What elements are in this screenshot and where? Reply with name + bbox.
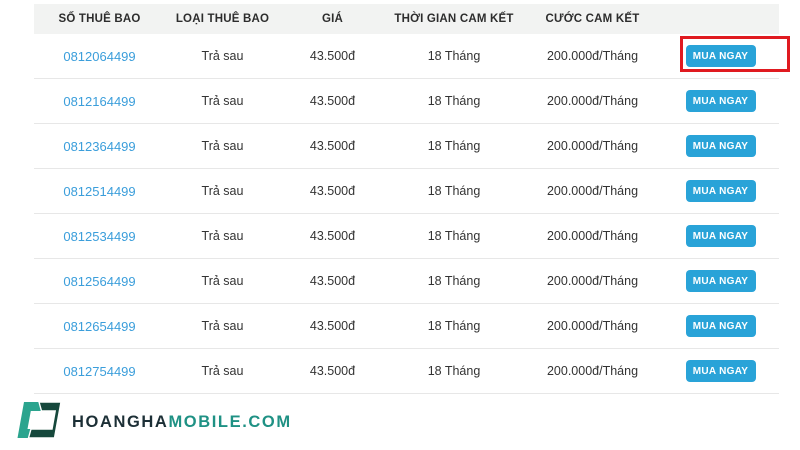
table-header-row: SỐ THUÊ BAO LOẠI THUÊ BAO GIÁ THỜI GIAN …	[34, 4, 779, 34]
price-value: 43.500đ	[309, 49, 356, 63]
subscription-type: Trả sau	[201, 184, 244, 198]
price-value: 43.500đ	[309, 184, 356, 198]
commit-duration: 18 Tháng	[427, 274, 481, 288]
phone-number-link[interactable]: 0812164499	[63, 93, 136, 109]
buy-now-button[interactable]: MUA NGAY	[685, 315, 756, 337]
logo-wordmark: HOANGHAMOBILE.COM	[72, 413, 292, 432]
commit-fee: 200.000đ/Tháng	[546, 274, 639, 288]
table-row: 0812514499 Trả sau 43.500đ 18 Tháng 200.…	[34, 169, 779, 214]
header-so-thue-bao: SỐ THUÊ BAO	[58, 13, 141, 25]
commit-fee: 200.000đ/Tháng	[546, 364, 639, 378]
price-value: 43.500đ	[309, 139, 356, 153]
price-value: 43.500đ	[309, 229, 356, 243]
phone-number-link[interactable]: 0812064499	[63, 48, 136, 64]
subscription-type: Trả sau	[201, 49, 244, 63]
commit-duration: 18 Tháng	[427, 184, 481, 198]
commit-fee: 200.000đ/Tháng	[546, 139, 639, 153]
buy-now-button[interactable]: MUA NGAY	[685, 90, 756, 112]
phone-number-link[interactable]: 0812534499	[63, 228, 136, 244]
price-value: 43.500đ	[309, 319, 356, 333]
subscription-type: Trả sau	[201, 364, 244, 378]
subscription-type: Trả sau	[201, 274, 244, 288]
subscription-type: Trả sau	[201, 139, 244, 153]
header-cuoc-cam-ket: CƯỚC CAM KẾT	[545, 13, 640, 25]
header-thoi-gian-cam-ket: THỜI GIAN CAM KẾT	[394, 13, 514, 25]
hoangha-logo-icon	[11, 400, 63, 445]
commit-duration: 18 Tháng	[427, 49, 481, 63]
logo-text-mobile-com: MOBILE.COM	[168, 413, 292, 431]
buy-now-button[interactable]: MUA NGAY	[685, 45, 756, 67]
phone-number-link[interactable]: 0812514499	[63, 183, 136, 199]
price-value: 43.500đ	[309, 364, 356, 378]
commit-fee: 200.000đ/Tháng	[546, 94, 639, 108]
phone-number-link[interactable]: 0812754499	[63, 363, 136, 379]
price-value: 43.500đ	[309, 94, 356, 108]
subscription-type: Trả sau	[201, 319, 244, 333]
buy-now-button[interactable]: MUA NGAY	[685, 135, 756, 157]
commit-duration: 18 Tháng	[427, 319, 481, 333]
commit-duration: 18 Tháng	[427, 94, 481, 108]
phone-number-link[interactable]: 0812364499	[63, 138, 136, 154]
sim-number-table: SỐ THUÊ BAO LOẠI THUÊ BAO GIÁ THỜI GIAN …	[34, 4, 790, 394]
table-row: 0812754499 Trả sau 43.500đ 18 Tháng 200.…	[34, 349, 779, 394]
table-row: 0812064499 Trả sau 43.500đ 18 Tháng 200.…	[34, 34, 790, 79]
hoanghamobile-logo[interactable]: HOANGHAMOBILE.COM	[11, 400, 292, 445]
commit-duration: 18 Tháng	[427, 364, 481, 378]
header-loai-thue-bao: LOẠI THUÊ BAO	[175, 13, 270, 25]
buy-now-button[interactable]: MUA NGAY	[685, 225, 756, 247]
table-row: 0812364499 Trả sau 43.500đ 18 Tháng 200.…	[34, 124, 779, 169]
table-row: 0812534499 Trả sau 43.500đ 18 Tháng 200.…	[34, 214, 779, 259]
commit-duration: 18 Tháng	[427, 139, 481, 153]
price-value: 43.500đ	[309, 274, 356, 288]
subscription-type: Trả sau	[201, 94, 244, 108]
buy-now-button[interactable]: MUA NGAY	[685, 180, 756, 202]
header-gia: GIÁ	[321, 13, 344, 25]
table-body: 0812064499 Trả sau 43.500đ 18 Tháng 200.…	[34, 34, 790, 394]
phone-number-link[interactable]: 0812654499	[63, 318, 136, 334]
commit-fee: 200.000đ/Tháng	[546, 319, 639, 333]
subscription-type: Trả sau	[201, 229, 244, 243]
phone-number-link[interactable]: 0812564499	[63, 273, 136, 289]
logo-text-hoangha: HOANGHA	[72, 413, 169, 431]
table-row: 0812564499 Trả sau 43.500đ 18 Tháng 200.…	[34, 259, 779, 304]
buy-now-button[interactable]: MUA NGAY	[685, 270, 756, 292]
commit-fee: 200.000đ/Tháng	[546, 49, 639, 63]
commit-duration: 18 Tháng	[427, 229, 481, 243]
commit-fee: 200.000đ/Tháng	[546, 184, 639, 198]
table-row: 0812654499 Trả sau 43.500đ 18 Tháng 200.…	[34, 304, 779, 349]
commit-fee: 200.000đ/Tháng	[546, 229, 639, 243]
buy-now-button[interactable]: MUA NGAY	[685, 360, 756, 382]
table-row: 0812164499 Trả sau 43.500đ 18 Tháng 200.…	[34, 79, 779, 124]
